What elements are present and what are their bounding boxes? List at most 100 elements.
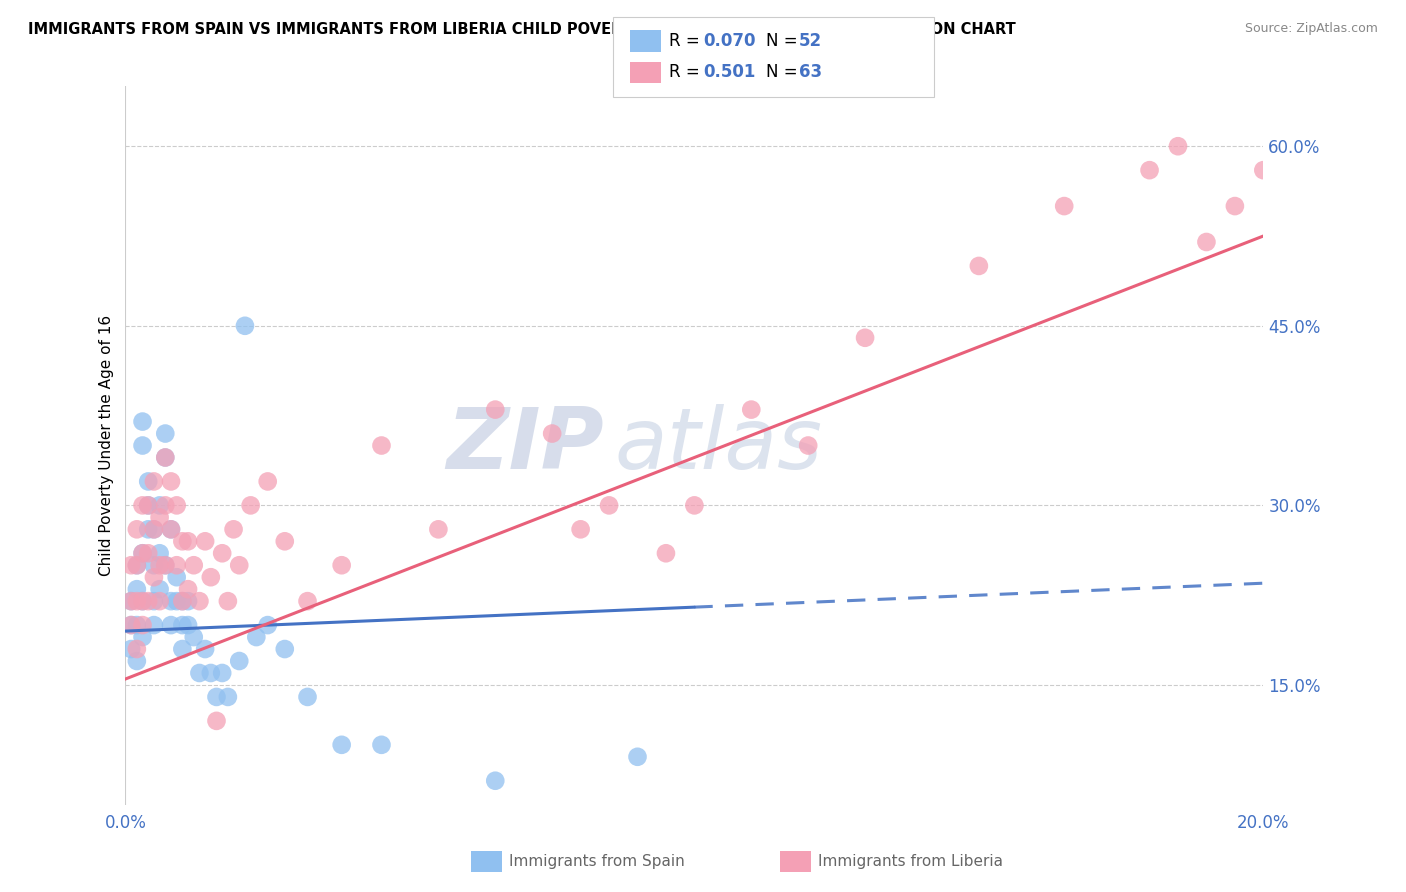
Point — [155, 450, 177, 465]
Point — [626, 749, 648, 764]
Point — [297, 690, 319, 704]
Text: atlas: atlas — [614, 404, 823, 487]
Point — [142, 522, 165, 536]
Text: 63: 63 — [799, 63, 821, 81]
Text: R =: R = — [669, 63, 706, 81]
Point — [172, 642, 194, 657]
Point — [125, 654, 148, 668]
Point — [194, 534, 217, 549]
Text: 52: 52 — [799, 32, 821, 50]
Point — [598, 499, 620, 513]
Point — [274, 642, 297, 657]
Point — [160, 522, 183, 536]
Point — [177, 582, 200, 597]
Text: N =: N = — [766, 32, 803, 50]
Text: Immigrants from Liberia: Immigrants from Liberia — [818, 855, 1004, 869]
Point — [172, 594, 194, 608]
Point — [797, 438, 820, 452]
Text: ZIP: ZIP — [446, 404, 603, 487]
Point — [142, 475, 165, 489]
Point — [172, 618, 194, 632]
Point — [172, 534, 194, 549]
Point — [166, 499, 188, 513]
Point — [330, 558, 353, 573]
Point — [149, 558, 172, 573]
Text: R =: R = — [669, 32, 706, 50]
Point — [1053, 199, 1076, 213]
Point — [1167, 139, 1189, 153]
Point — [541, 426, 564, 441]
Point — [131, 594, 153, 608]
Point — [853, 331, 876, 345]
Point — [200, 570, 222, 584]
Point — [136, 499, 159, 513]
Point — [155, 426, 177, 441]
Point — [200, 665, 222, 680]
Point — [120, 594, 142, 608]
Text: 0.070: 0.070 — [703, 32, 755, 50]
Point — [155, 450, 177, 465]
Point — [256, 618, 278, 632]
Point — [1253, 163, 1275, 178]
Point — [125, 642, 148, 657]
Point — [228, 558, 250, 573]
Point — [211, 546, 233, 560]
Point — [131, 546, 153, 560]
Point — [125, 582, 148, 597]
Point — [142, 570, 165, 584]
Point — [131, 546, 153, 560]
Point — [217, 690, 239, 704]
Point — [1223, 199, 1246, 213]
Point — [1139, 163, 1161, 178]
Point — [228, 654, 250, 668]
Point — [142, 522, 165, 536]
Point — [1195, 235, 1218, 249]
Point — [125, 594, 148, 608]
Point — [160, 522, 183, 536]
Text: N =: N = — [766, 63, 803, 81]
Point — [160, 594, 183, 608]
Point — [188, 665, 211, 680]
Point — [211, 665, 233, 680]
Point — [256, 475, 278, 489]
Point — [655, 546, 678, 560]
Point — [149, 546, 172, 560]
Point — [120, 594, 142, 608]
Point — [166, 558, 188, 573]
Point — [370, 438, 392, 452]
Point — [131, 618, 153, 632]
Point — [136, 546, 159, 560]
Point — [160, 618, 183, 632]
Point — [155, 499, 177, 513]
Point — [205, 690, 228, 704]
Point — [155, 558, 177, 573]
Point — [155, 558, 177, 573]
Point — [120, 618, 142, 632]
Point — [142, 558, 165, 573]
Point — [120, 618, 142, 632]
Text: Source: ZipAtlas.com: Source: ZipAtlas.com — [1244, 22, 1378, 36]
Point — [131, 499, 153, 513]
Point — [149, 582, 172, 597]
Point — [177, 594, 200, 608]
Point — [120, 558, 142, 573]
Point — [136, 499, 159, 513]
Point — [125, 618, 148, 632]
Point — [233, 318, 256, 333]
Point — [740, 402, 762, 417]
Point — [274, 534, 297, 549]
Point — [177, 534, 200, 549]
Point — [172, 594, 194, 608]
Point — [160, 475, 183, 489]
Point — [131, 438, 153, 452]
Point — [370, 738, 392, 752]
Point — [177, 618, 200, 632]
Point — [569, 522, 592, 536]
Point — [427, 522, 450, 536]
Point — [149, 594, 172, 608]
Point — [967, 259, 990, 273]
Point — [683, 499, 706, 513]
Point — [142, 618, 165, 632]
Point — [205, 714, 228, 728]
Point — [136, 522, 159, 536]
